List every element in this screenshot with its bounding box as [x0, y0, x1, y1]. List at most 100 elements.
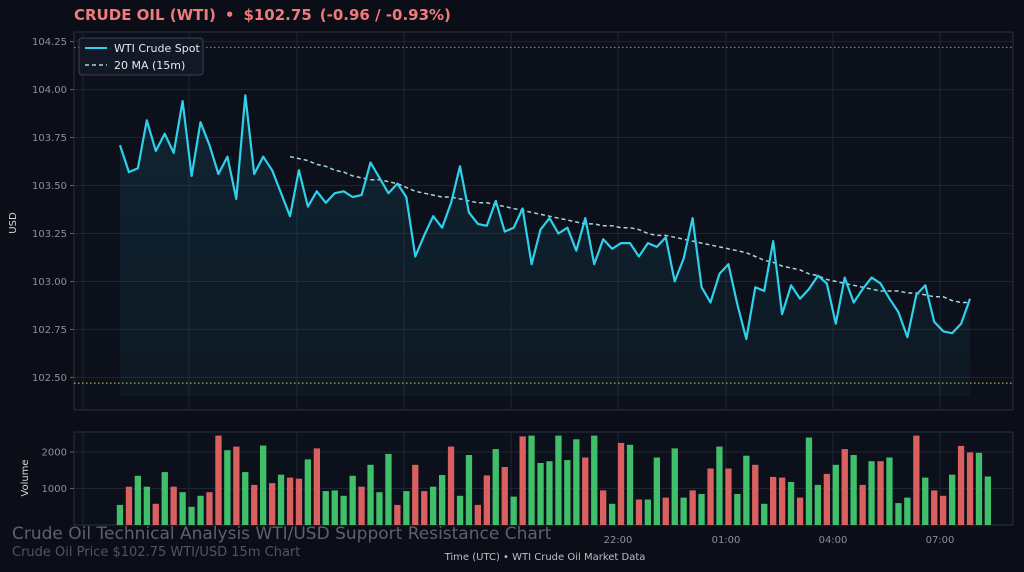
volume-bar-up — [671, 448, 678, 525]
symbol-label: CRUDE OIL (WTI) — [74, 6, 216, 24]
wti-spot-point — [620, 242, 622, 244]
volume-bar-up — [653, 457, 660, 525]
volume-bar-down — [689, 490, 696, 525]
volume-bar-up — [904, 497, 911, 525]
volume-bar-up — [143, 486, 150, 525]
volume-bar-down — [519, 436, 526, 525]
wti-spot-point — [674, 280, 676, 282]
volume-bar-up — [465, 455, 473, 525]
volume-y-tick-label: 2000 — [42, 448, 67, 459]
wti-spot-point — [718, 273, 720, 275]
volume-bar-down — [779, 477, 786, 525]
wti-spot-point — [405, 196, 407, 198]
chart-title: CRUDE OIL (WTI) • $102.75 (-0.96 / -0.93%) — [74, 6, 451, 24]
volume-bars — [116, 435, 991, 525]
wti-spot-point — [504, 230, 506, 232]
wti-spot-point — [468, 211, 470, 213]
volume-bar-up — [573, 439, 580, 525]
volume-bar-up — [949, 474, 956, 525]
volume-bar-up — [814, 484, 821, 525]
volume-bar-up — [591, 435, 598, 525]
wti-spot-point — [477, 223, 479, 225]
legend: WTI Crude Spot 20 MA (15m) — [78, 37, 204, 76]
wti-spot-point — [486, 225, 488, 227]
volume-bar-down — [295, 478, 303, 525]
wti-spot-point — [423, 234, 425, 236]
volume-bar-down — [841, 449, 848, 525]
wti-spot-point — [450, 202, 452, 204]
wti-spot-point — [835, 323, 837, 325]
wti-spot-point — [253, 173, 255, 175]
volume-y-ticks: 1000 2000 — [42, 448, 74, 495]
x-axis-footer: Time (UTC) • WTI Crude Oil Market Data — [444, 552, 646, 563]
wti-spot-point — [754, 286, 756, 288]
title-separator: • — [225, 6, 235, 24]
wti-spot-point — [432, 215, 434, 217]
ma-20-line — [289, 155, 970, 304]
wti-spot-point — [844, 276, 846, 278]
wti-spot-point — [629, 242, 631, 244]
x-tick-label: 07:00 — [926, 535, 955, 546]
wti-spot-point — [745, 338, 747, 340]
price-label: $102.75 — [243, 6, 311, 24]
wti-spot-point — [557, 232, 559, 234]
wti-spot-point — [683, 257, 685, 259]
volume-bar-up — [304, 459, 311, 525]
volume-bar-up — [161, 472, 168, 525]
wti-spot-point — [924, 284, 926, 286]
volume-bar-up — [260, 445, 267, 525]
x-tick-label: 01:00 — [712, 535, 741, 546]
wti-spot-point — [808, 288, 810, 290]
volume-bar-up — [331, 490, 338, 525]
wti-spot-point — [969, 298, 971, 300]
wti-spot-point — [647, 242, 649, 244]
wti-spot-point — [709, 301, 711, 303]
price-y-tick-label: 103.00 — [32, 277, 67, 288]
price-y-tick-label: 102.50 — [32, 373, 67, 384]
wti-spot-point — [190, 175, 192, 177]
wti-spot-point — [933, 321, 935, 323]
wti-spot-point — [271, 169, 273, 171]
volume-bar-down — [483, 475, 490, 525]
price-y-ticks: 102.50 102.75 103.00 103.25 103.50 103.75 104.… — [32, 37, 74, 384]
wti-spot-point — [906, 336, 908, 338]
volume-bar-down — [913, 435, 920, 525]
volume-bar-up — [492, 449, 499, 525]
wti-spot-point — [396, 182, 398, 184]
volume-bar-up — [528, 435, 535, 525]
legend-label-ma: 20 MA (15m) — [114, 59, 185, 72]
volume-bar-up — [367, 464, 374, 525]
wti-spot-point — [826, 282, 828, 284]
wti-spot-point — [289, 215, 291, 217]
volume-bar-up — [242, 472, 249, 525]
wti-spot-point — [513, 227, 515, 229]
wti-spot-point — [879, 282, 881, 284]
volume-bar-down — [286, 477, 294, 525]
volume-bar-down — [412, 464, 419, 525]
wti-spot-point — [691, 217, 693, 219]
wti-spot-point — [181, 100, 183, 102]
volume-bar-down — [617, 442, 625, 525]
volume-bar-down — [796, 497, 804, 525]
volume-bar-up — [439, 475, 446, 525]
wti-spot-point — [325, 202, 327, 204]
volume-y-axis-label: Volume — [20, 459, 31, 496]
volume-y-tick-label: 1000 — [42, 484, 67, 495]
wti-spot-point — [155, 150, 157, 152]
volume-bar-up — [116, 504, 124, 525]
volume-bar-up — [456, 495, 464, 525]
change-label: (-0.96 / -0.93%) — [320, 6, 451, 24]
watermark-subtitle: Crude Oil Price $102.75 WTI/USD 15m Char… — [12, 545, 300, 560]
wti-spot-point — [727, 263, 729, 265]
volume-bar-down — [859, 484, 866, 525]
wti-spot-point — [799, 298, 801, 300]
volume-bar-up — [984, 476, 991, 525]
x-tick-label: 04:00 — [819, 535, 848, 546]
wti-spot-point — [137, 167, 139, 169]
wti-spot-point — [665, 236, 667, 238]
price-y-tick-label: 103.75 — [32, 133, 67, 144]
volume-bar-down — [152, 503, 159, 525]
price-y-tick-label: 104.25 — [32, 37, 67, 48]
wti-spot-point — [343, 190, 345, 192]
volume-bar-down — [957, 445, 965, 525]
